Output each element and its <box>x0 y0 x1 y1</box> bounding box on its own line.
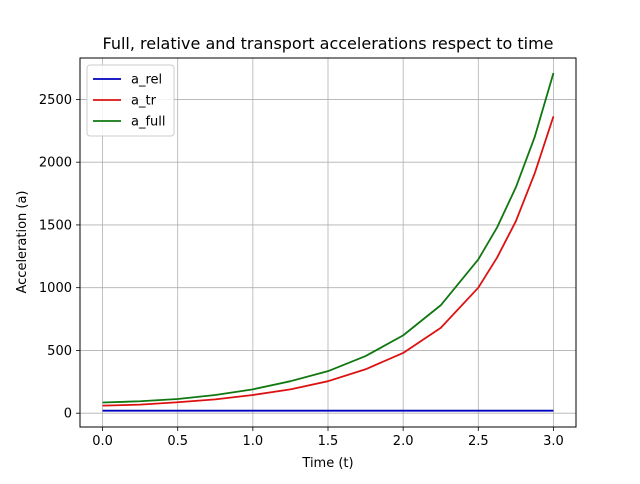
y-tick-label: 2500 <box>39 93 72 108</box>
x-tick-label: 0.5 <box>167 434 188 449</box>
legend-box <box>86 64 175 137</box>
series-line-a-tr <box>102 116 555 407</box>
series-lines <box>102 72 555 412</box>
x-tick-label: 2.5 <box>468 434 489 449</box>
legend: a_rel a_tr a_full <box>86 64 175 137</box>
x-tick-label: 1.5 <box>318 434 339 449</box>
y-tick-label: 2000 <box>39 156 72 171</box>
grid-lines <box>80 58 576 427</box>
y-axis-label: Acceleration (a) <box>15 190 30 293</box>
y-tick-label: 1000 <box>39 281 72 296</box>
x-tick-label: 0.0 <box>92 434 113 449</box>
legend-label: a_rel <box>131 73 162 88</box>
legend-label: a_full <box>131 115 166 130</box>
y-tick-label: 1500 <box>39 218 72 233</box>
y-axis-ticks: 0 500 1000 1500 2000 2500 <box>39 93 80 422</box>
x-axis-ticks: 0.0 0.5 1.0 1.5 2.0 2.5 3.0 <box>92 427 564 449</box>
x-axis-label: Time (t) <box>301 456 353 471</box>
x-tick-label: 1.0 <box>243 434 264 449</box>
legend-label: a_tr <box>131 94 157 109</box>
x-tick-label: 3.0 <box>543 434 564 449</box>
x-tick-label: 2.0 <box>393 434 414 449</box>
chart-title: Full, relative and transport acceleratio… <box>102 34 553 53</box>
series-line-a-full <box>102 72 555 404</box>
y-tick-label: 0 <box>64 407 72 422</box>
y-tick-label: 500 <box>47 344 72 359</box>
